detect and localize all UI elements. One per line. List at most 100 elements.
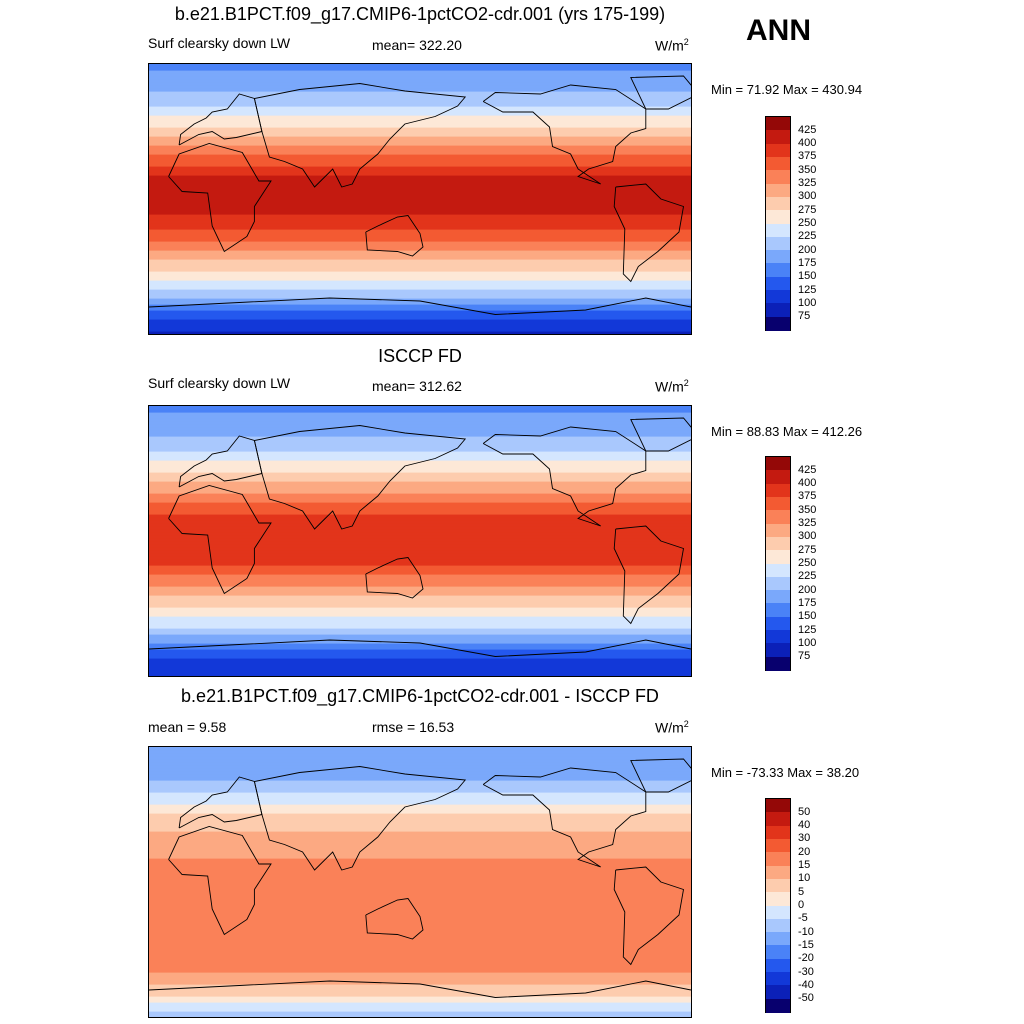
field-band bbox=[149, 484, 691, 488]
colorbar-box bbox=[766, 932, 790, 946]
field-band bbox=[149, 673, 691, 676]
field-band bbox=[149, 517, 691, 521]
field-band bbox=[149, 858, 691, 862]
field-band bbox=[149, 601, 691, 605]
colorbar-tick-label: -15 bbox=[798, 938, 814, 951]
field-band bbox=[149, 265, 691, 269]
field-band bbox=[149, 532, 691, 536]
field-band bbox=[149, 861, 691, 865]
field-band bbox=[149, 103, 691, 107]
field-band bbox=[149, 67, 691, 71]
coastline bbox=[613, 183, 685, 283]
field-band bbox=[149, 747, 691, 751]
field-band bbox=[149, 241, 691, 245]
coastline bbox=[253, 83, 467, 188]
field-band bbox=[149, 235, 691, 239]
colorbar-box bbox=[766, 563, 790, 578]
coastline bbox=[168, 143, 272, 253]
coastline bbox=[178, 776, 263, 829]
field-band bbox=[149, 634, 691, 638]
field-band bbox=[149, 966, 691, 970]
colorbar-tick-label: 100 bbox=[798, 296, 817, 309]
field-band bbox=[149, 559, 691, 563]
field-band bbox=[149, 79, 691, 83]
field-band bbox=[149, 328, 691, 332]
field-band bbox=[149, 130, 691, 134]
panel-2-title: ISCCP FD bbox=[378, 346, 462, 366]
field-band bbox=[149, 160, 691, 164]
field-band bbox=[149, 412, 691, 416]
colorbar-tick-label: 325 bbox=[798, 177, 817, 190]
colorbar-box bbox=[766, 496, 790, 511]
field-band bbox=[149, 957, 691, 961]
field-band bbox=[149, 951, 691, 955]
field-band bbox=[149, 831, 691, 835]
panel-2-variable-label: Surf clearsky down LW bbox=[148, 375, 291, 391]
field-band bbox=[149, 583, 691, 587]
field-band bbox=[149, 960, 691, 964]
field-band bbox=[149, 804, 691, 808]
field-band bbox=[149, 277, 691, 281]
field-band bbox=[149, 202, 691, 206]
field-band bbox=[149, 187, 691, 191]
field-band bbox=[149, 897, 691, 901]
field-band bbox=[149, 568, 691, 572]
coastline bbox=[482, 767, 647, 868]
field-band bbox=[149, 846, 691, 850]
coastline bbox=[365, 215, 424, 257]
field-band bbox=[149, 508, 691, 512]
field-band bbox=[149, 990, 691, 994]
coastline bbox=[365, 557, 424, 599]
field-band bbox=[149, 430, 691, 434]
colorbar-box bbox=[766, 156, 790, 171]
field-band bbox=[149, 762, 691, 766]
field-band bbox=[149, 637, 691, 641]
field-band bbox=[149, 493, 691, 497]
colorbar-box bbox=[766, 250, 790, 264]
field-band bbox=[149, 325, 691, 329]
field-band bbox=[149, 244, 691, 248]
field-band bbox=[149, 1002, 691, 1006]
field-band bbox=[149, 100, 691, 104]
field-band bbox=[149, 541, 691, 545]
field-band bbox=[149, 148, 691, 152]
field-band bbox=[149, 786, 691, 790]
panel-2-map bbox=[148, 405, 692, 677]
field-band bbox=[149, 226, 691, 230]
field-band bbox=[149, 628, 691, 632]
coastline bbox=[482, 84, 647, 185]
colorbar-tick-label: 275 bbox=[798, 203, 817, 216]
field-band bbox=[149, 987, 691, 991]
field-band bbox=[149, 843, 691, 847]
field-band bbox=[149, 112, 691, 116]
field-band bbox=[149, 295, 691, 299]
field-band bbox=[149, 807, 691, 811]
field-band bbox=[149, 580, 691, 584]
field-band bbox=[149, 849, 691, 853]
field-band bbox=[149, 822, 691, 826]
field-band bbox=[149, 783, 691, 787]
colorbar-box bbox=[766, 210, 790, 224]
field-band bbox=[149, 984, 691, 988]
field-band bbox=[149, 445, 691, 449]
field-band bbox=[149, 1011, 691, 1015]
colorbar-tick-label: 200 bbox=[798, 243, 817, 256]
field-band bbox=[149, 649, 691, 653]
colorbar-box bbox=[766, 576, 790, 591]
field-band bbox=[149, 157, 691, 161]
field-band bbox=[149, 996, 691, 1000]
panel-1-minmax: Min = 71.92 Max = 430.94 bbox=[711, 82, 863, 97]
field-band bbox=[149, 223, 691, 227]
colorbar-box bbox=[766, 799, 790, 813]
field-band bbox=[149, 427, 691, 431]
field-band bbox=[149, 274, 691, 278]
field-band bbox=[149, 882, 691, 886]
field-band bbox=[149, 184, 691, 188]
field-band bbox=[149, 873, 691, 877]
field-band bbox=[149, 448, 691, 452]
field-band bbox=[149, 127, 691, 131]
colorbar-tick-label: 100 bbox=[798, 636, 817, 649]
field-band bbox=[149, 262, 691, 266]
colorbar-box bbox=[766, 536, 790, 551]
colorbar-tick-label: 40 bbox=[798, 819, 811, 832]
